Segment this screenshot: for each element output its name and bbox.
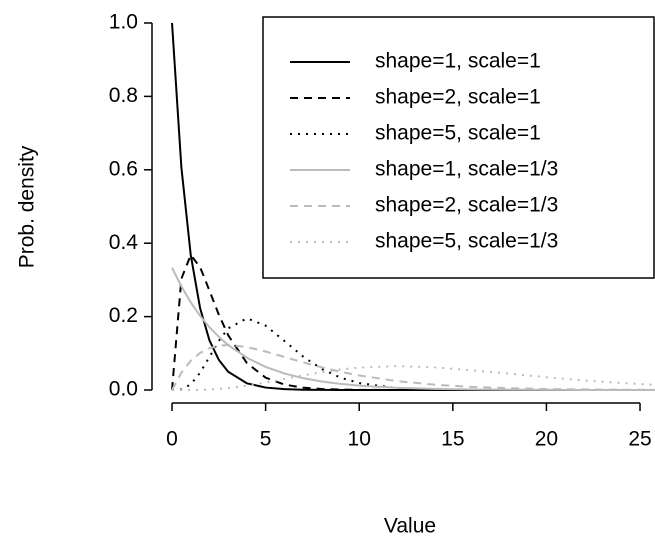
legend-label: shape=1, scale=1 <box>375 50 541 73</box>
y-axis-title: Prob. density <box>16 145 39 268</box>
legend-label: shape=2, scale=1/3 <box>375 194 558 217</box>
x-tick-label: 10 <box>348 428 371 451</box>
x-tick-label: 5 <box>260 428 272 451</box>
y-tick-label: 0.6 <box>109 157 138 180</box>
y-tick-label: 1.0 <box>109 11 138 34</box>
density-line <box>171 317 655 392</box>
y-tick-label: 0.4 <box>109 231 139 254</box>
density-line <box>172 365 655 392</box>
x-tick-label: 25 <box>628 428 651 451</box>
x-tick-label: 15 <box>441 428 464 451</box>
legend-label: shape=1, scale=1/3 <box>375 158 558 181</box>
y-tick-label: 0.2 <box>109 304 138 327</box>
x-tick-label: 0 <box>166 428 178 451</box>
legend-label: shape=5, scale=1/3 <box>375 230 558 253</box>
y-tick-label: 0.0 <box>109 378 138 401</box>
x-axis-title: Value <box>384 515 436 538</box>
legend-label: shape=5, scale=1 <box>375 122 541 145</box>
legend-label: shape=2, scale=1 <box>375 86 541 109</box>
density-line <box>171 344 655 391</box>
y-tick-label: 0.8 <box>109 84 138 107</box>
legend-box <box>262 16 655 279</box>
x-tick-label: 20 <box>535 428 558 451</box>
plot-area <box>171 22 655 392</box>
density-line <box>171 267 655 391</box>
